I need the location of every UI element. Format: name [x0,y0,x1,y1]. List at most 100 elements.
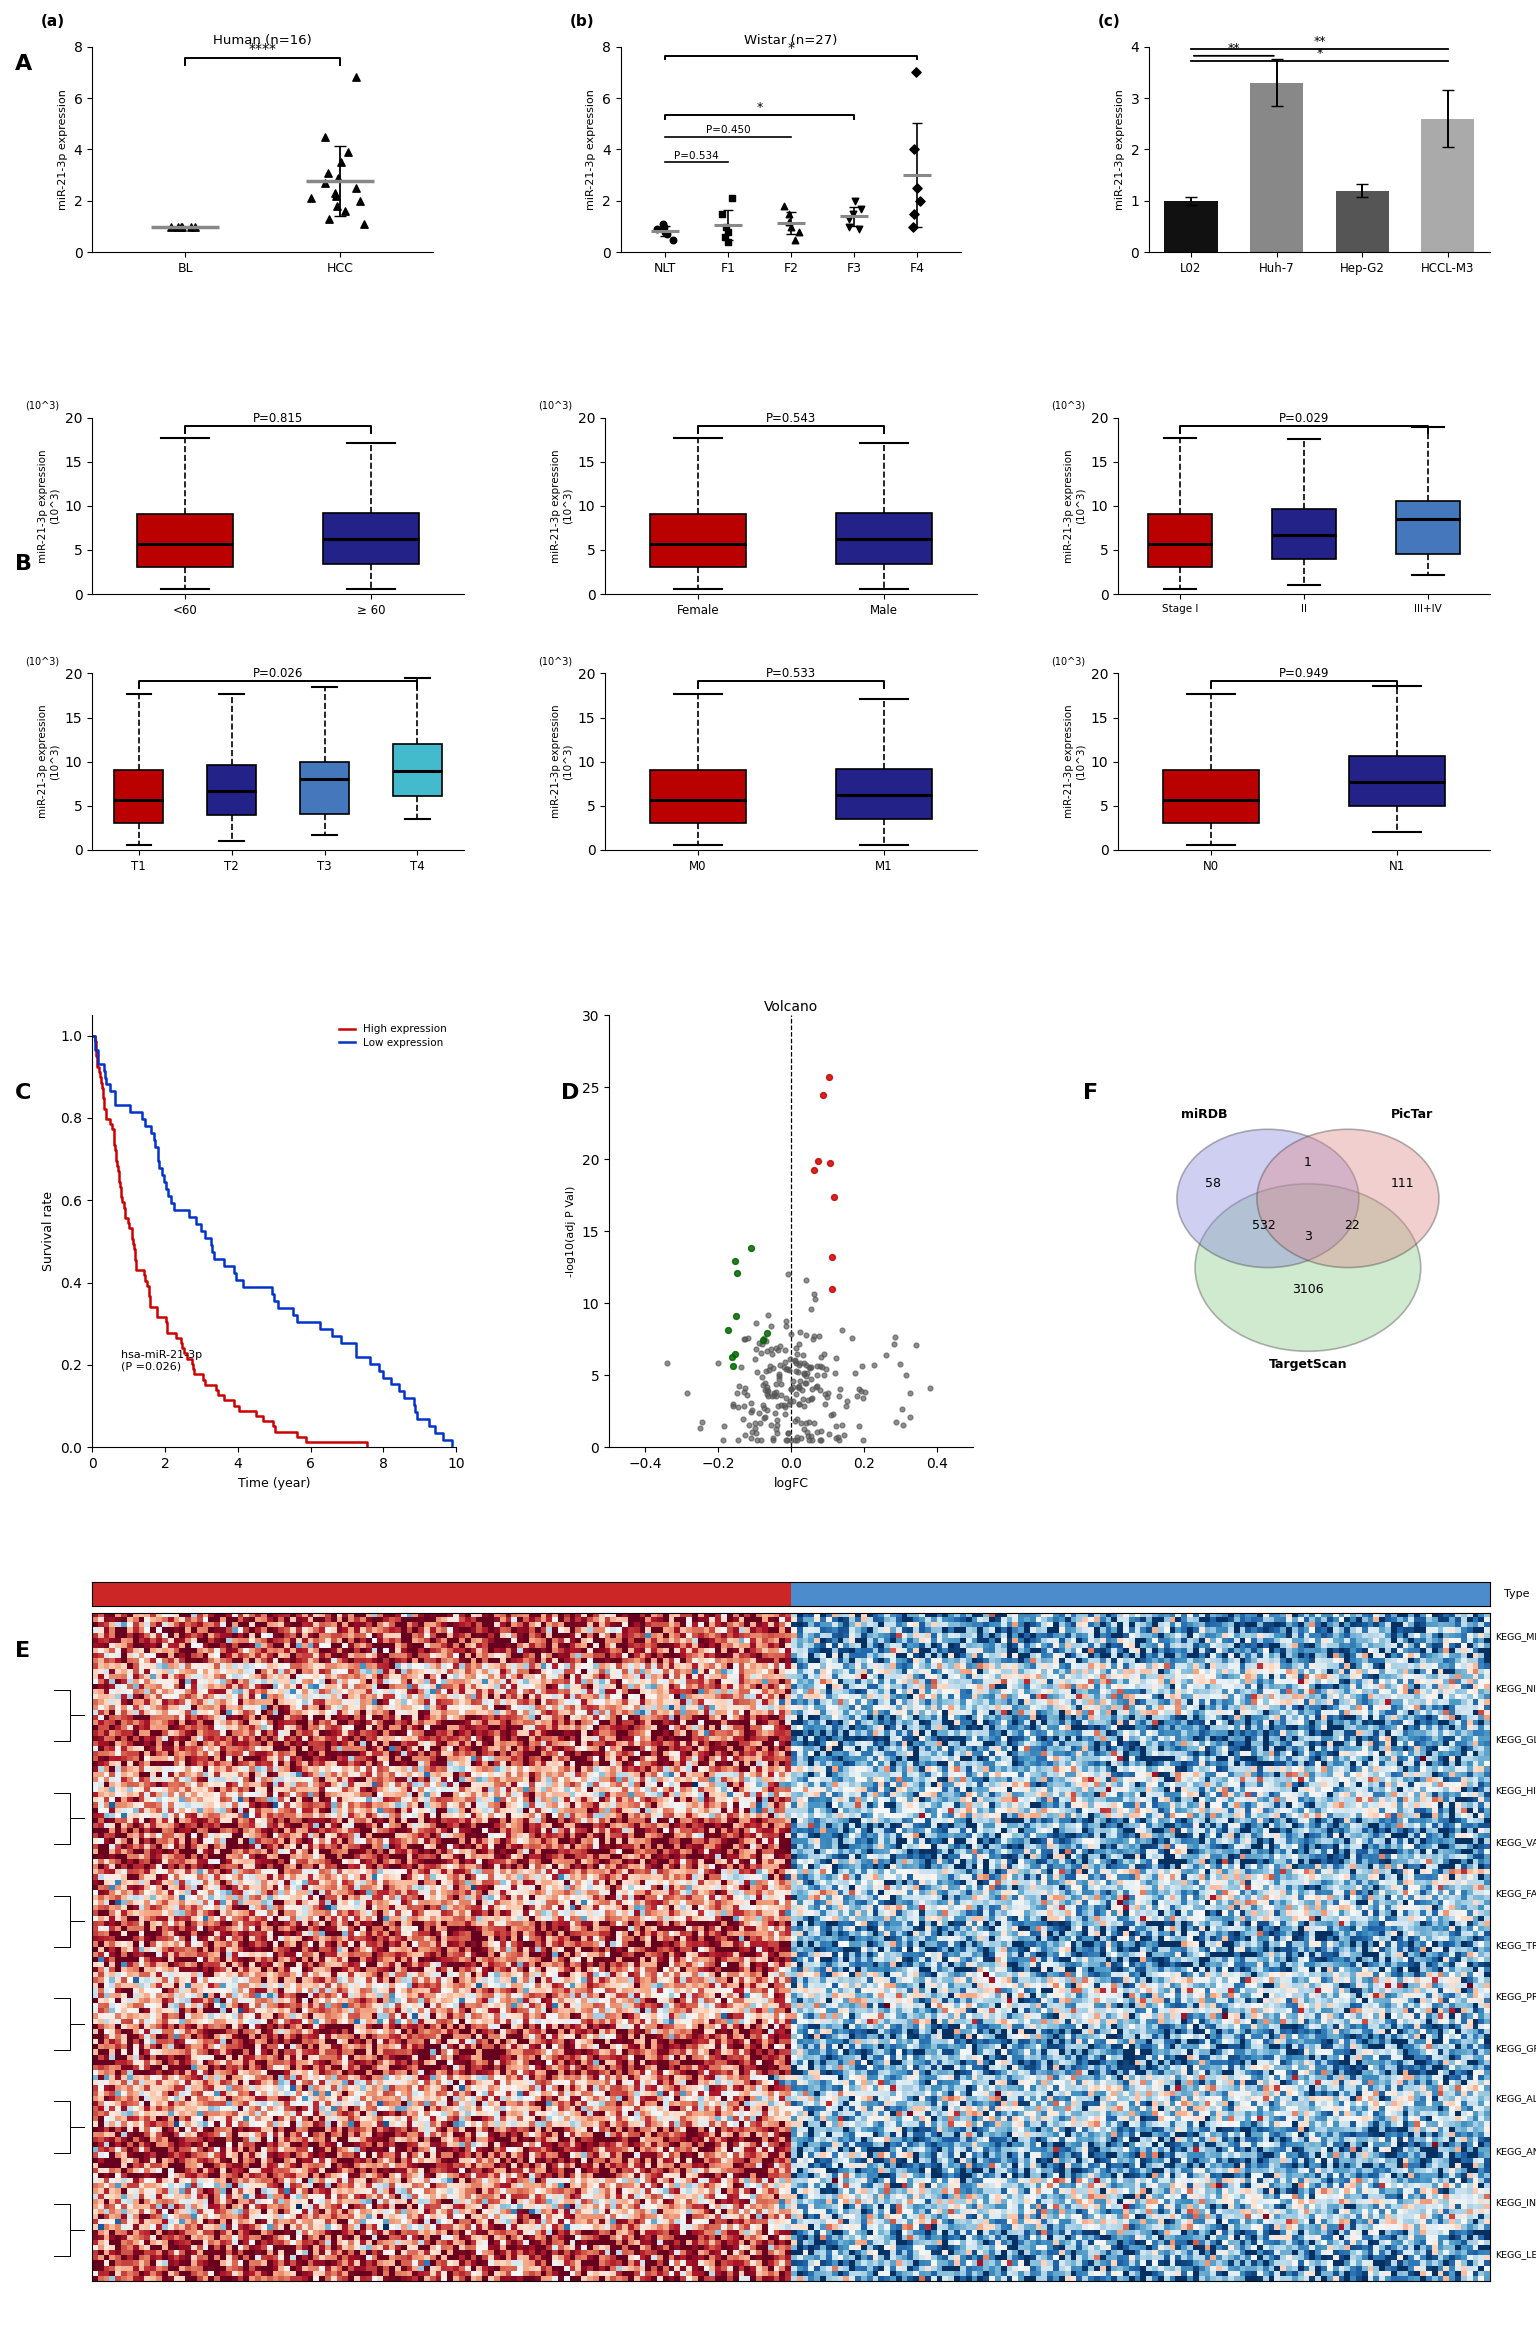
Point [739,1420,763,1457]
Point [826,1422,851,1460]
Point [791,1381,816,1418]
Point [739,1413,763,1450]
Point [760,1336,785,1374]
Bar [1421,119,1475,251]
Line: High expression: High expression [92,1036,367,1448]
Point [796,1422,820,1460]
Point [762,1376,786,1413]
Point [894,1357,919,1394]
Point [318,200,343,237]
Point [166,207,190,244]
Point [851,1381,876,1418]
Point [751,1322,776,1360]
Point [725,1255,750,1292]
Y-axis label: Survival rate: Survival rate [41,1192,55,1271]
Point [759,1406,783,1443]
Point [736,1320,760,1357]
Text: **: ** [1227,42,1240,56]
Point [773,1350,797,1387]
Point [743,1329,768,1367]
Point [831,1415,856,1453]
Point [783,1341,808,1378]
Point [739,1394,763,1432]
Text: P=0.815: P=0.815 [253,412,303,424]
Text: 532: 532 [1252,1220,1276,1232]
Point [716,223,740,261]
High expression [215,1387,233,1415]
PathPatch shape [1163,771,1260,824]
Point [773,1301,797,1339]
High expression [137,1271,155,1299]
Point [808,1371,833,1408]
Point [332,193,356,230]
Point [848,191,872,228]
Point [799,1381,823,1418]
Point [819,1397,843,1434]
Text: *: * [1316,47,1322,61]
Point [654,1343,679,1381]
Point [796,1418,820,1455]
Low expression [442,1434,461,1462]
Point [748,1334,773,1371]
Point [837,200,862,237]
Point [743,1413,768,1450]
Point [754,1369,779,1406]
Point [773,1387,797,1425]
Point [750,1325,774,1362]
Point [785,1418,809,1455]
Point [817,1057,842,1094]
Point [733,1369,757,1406]
PathPatch shape [1396,501,1461,554]
Point [883,1318,908,1355]
Point [757,1350,782,1387]
Point [783,1422,808,1460]
Text: 111: 111 [1390,1178,1415,1190]
PathPatch shape [207,764,255,815]
Point [745,1422,770,1460]
Point [733,1320,757,1357]
Point [796,1355,820,1392]
Point [690,1404,714,1441]
Point [750,1360,774,1397]
Point [739,1385,763,1422]
Point [828,1371,852,1408]
Point [743,1304,768,1341]
Point [719,179,743,217]
Point [805,1348,829,1385]
Point [785,1422,809,1460]
Point [848,1371,872,1408]
Point [849,1348,874,1385]
Point [805,1413,829,1450]
Low expression [149,1155,167,1183]
Title: Volcano: Volcano [763,1001,819,1015]
Point [654,217,679,254]
Point [919,1369,943,1406]
Point [742,1408,766,1446]
Point [797,1404,822,1441]
Point [802,1318,826,1355]
Point [806,1318,831,1355]
Text: D: D [561,1083,579,1103]
Point [814,1350,839,1387]
Title: Human (n=16): Human (n=16) [214,33,312,47]
Point [793,1364,817,1401]
Text: 3: 3 [1304,1229,1312,1243]
High expression [83,1022,101,1050]
Point [762,1374,786,1411]
Point [796,1381,820,1418]
Point [799,1418,823,1455]
Point [785,1336,809,1374]
Point [786,1346,811,1383]
Point [777,203,802,240]
Text: (10^3): (10^3) [25,656,60,666]
High expression [135,1266,154,1294]
Point [169,207,194,244]
PathPatch shape [323,512,419,563]
Text: *: * [756,100,762,114]
Text: (10^3): (10^3) [538,400,573,410]
Low expression [144,1127,163,1155]
Point [751,1387,776,1425]
Point [710,1422,734,1460]
Point [722,1336,746,1374]
PathPatch shape [650,771,746,824]
